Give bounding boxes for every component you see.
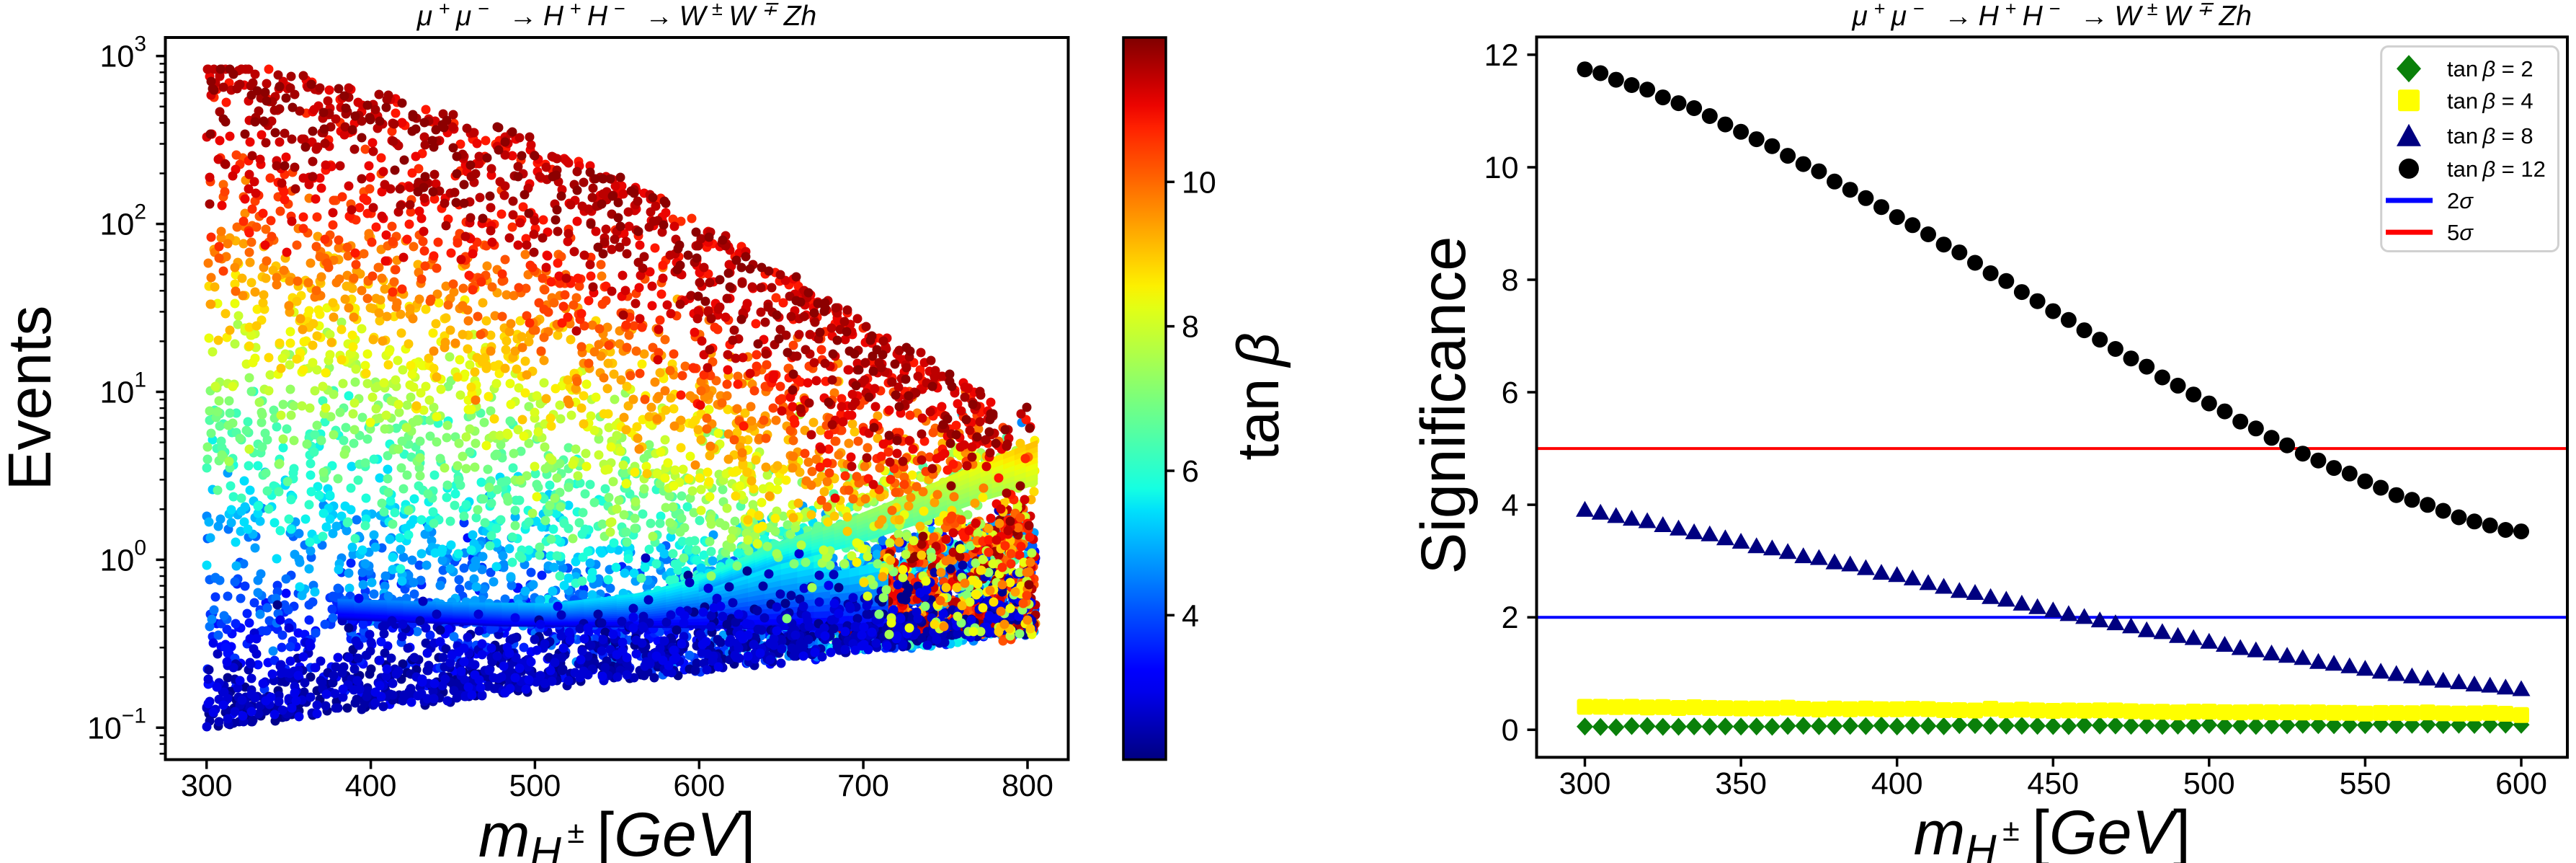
svg-text:300: 300 xyxy=(1559,766,1611,801)
svg-text:Events: Events xyxy=(0,306,63,491)
svg-text:800: 800 xyxy=(1002,769,1053,803)
svg-text:2: 2 xyxy=(1502,601,1519,635)
svg-text:tan β = 8: tan β = 8 xyxy=(2447,123,2533,149)
svg-text:600: 600 xyxy=(2495,766,2547,801)
svg-text:10: 10 xyxy=(1484,151,1519,185)
svg-text:400: 400 xyxy=(345,769,397,803)
svg-text:500: 500 xyxy=(509,769,561,803)
svg-text:100: 100 xyxy=(99,536,146,577)
svg-text:mH ± [GeV]: mH ± [GeV] xyxy=(1914,798,2191,863)
svg-text:tan β = 4: tan β = 4 xyxy=(2447,88,2533,113)
svg-text:2σ: 2σ xyxy=(2447,188,2474,213)
svg-text:8: 8 xyxy=(1182,310,1199,345)
svg-text:101: 101 xyxy=(99,368,146,410)
svg-text:8: 8 xyxy=(1502,263,1519,298)
svg-text:Significance: Significance xyxy=(1409,236,1479,574)
svg-text:12: 12 xyxy=(1484,38,1519,73)
svg-text:mH ± [GeV]: mH ± [GeV] xyxy=(478,800,755,863)
svg-text:500: 500 xyxy=(2183,766,2235,801)
svg-text:5σ: 5σ xyxy=(2447,220,2474,245)
svg-text:4: 4 xyxy=(1502,488,1519,523)
svg-text:600: 600 xyxy=(673,769,725,803)
svg-text:0: 0 xyxy=(1502,713,1519,748)
svg-text:550: 550 xyxy=(2340,766,2392,801)
svg-text:4: 4 xyxy=(1182,598,1199,633)
svg-text:400: 400 xyxy=(1871,766,1923,801)
svg-text:350: 350 xyxy=(1715,766,1767,801)
svg-text:tan β = 2: tan β = 2 xyxy=(2447,56,2533,81)
svg-text:450: 450 xyxy=(2027,766,2079,801)
svg-text:103: 103 xyxy=(99,32,146,74)
svg-text:10: 10 xyxy=(1182,165,1216,200)
svg-text:300: 300 xyxy=(181,769,233,803)
svg-text:tan β: tan β xyxy=(1226,332,1291,460)
svg-text:tan β = 12: tan β = 12 xyxy=(2447,156,2546,182)
svg-text:6: 6 xyxy=(1502,376,1519,410)
svg-text:6: 6 xyxy=(1182,454,1199,489)
svg-text:700: 700 xyxy=(837,769,889,803)
